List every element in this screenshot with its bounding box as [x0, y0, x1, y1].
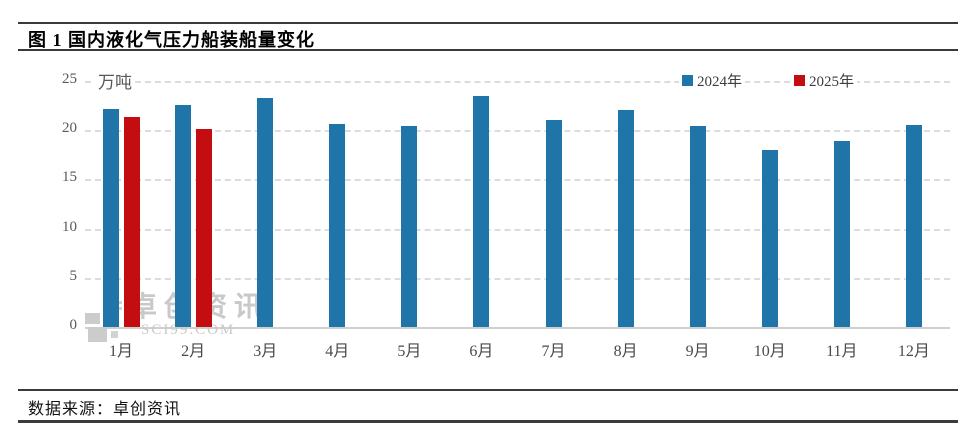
y-tick-label-0: 0 [69, 317, 78, 333]
legend: 2024年 2025年 [679, 70, 858, 91]
bar-group-6月 [445, 81, 517, 327]
x-tick-label-4月: 4月 [325, 343, 350, 360]
bar-2024年-1月 [102, 108, 119, 327]
gridline-10 [85, 228, 950, 231]
bar-2024年-8月 [617, 109, 634, 327]
bar-group-7月 [517, 81, 589, 327]
bar-2024年-12月 [905, 125, 922, 327]
x-tick-label-1月: 1月 [109, 343, 134, 360]
y-tick-label-20: 20 [62, 120, 77, 137]
legend-label: 2024年 [697, 74, 743, 90]
bar-group-4月 [301, 81, 373, 327]
bar-group-11月 [806, 81, 878, 327]
top-rule [18, 22, 958, 24]
gridline-0 [85, 327, 950, 329]
y-tick-label-25: 25 [62, 71, 77, 87]
bar-group-2月 [157, 81, 229, 327]
x-tick-label-2月: 2月 [181, 343, 206, 360]
data-source: 数据来源：卓创资讯 [28, 401, 182, 418]
y-tick-label-15: 15 [62, 169, 77, 186]
watermark-brand: 卓创资讯 [129, 293, 269, 323]
bar-2024年-10月 [761, 149, 778, 327]
bar-group-5月 [373, 81, 445, 327]
bar-2025年-2月 [195, 129, 212, 327]
y-axis-unit-label: 万吨 [95, 68, 135, 93]
bar-2024年-5月 [401, 126, 418, 327]
chart-title: 图 1 国内液化气压力船装船量变化 [28, 30, 315, 50]
x-axis-labels: 1月 2月 3月 4月 5月 6月 7月 8月 9月 10月 11月 12月 [85, 337, 950, 361]
bar-2024年-7月 [545, 120, 562, 327]
legend-label: 2025年 [809, 74, 855, 90]
bars-row [85, 81, 950, 327]
gridline-5 [85, 277, 950, 280]
x-tick-label-5月: 5月 [397, 343, 422, 360]
bar-2024年-11月 [833, 141, 850, 327]
bar-group-8月 [590, 81, 662, 327]
x-tick-label-8月: 8月 [613, 343, 638, 360]
footer-bottom-rule [18, 420, 958, 423]
bar-group-9月 [662, 81, 734, 327]
x-tick-label-12月: 12月 [897, 343, 930, 360]
footer-top-rule [18, 389, 958, 391]
x-tick-label-9月: 9月 [685, 343, 710, 360]
legend-item-2024年: 2024年 [679, 70, 746, 91]
y-tick-label-5: 5 [69, 267, 78, 284]
gridline-15 [85, 179, 950, 182]
bar-2024年-6月 [473, 95, 490, 327]
y-tick-label-10: 10 [62, 218, 77, 235]
bar-2024年-2月 [174, 104, 191, 327]
x-tick-label-11月: 11月 [826, 343, 858, 360]
bar-group-3月 [229, 81, 301, 327]
legend-item-2025年: 2025年 [791, 70, 858, 91]
x-tick-label-6月: 6月 [469, 343, 494, 360]
bar-2025年-1月 [123, 117, 140, 327]
bar-group-10月 [734, 81, 806, 327]
legend-swatch-icon [682, 75, 693, 86]
bar-2024年-4月 [329, 124, 346, 327]
bar-2024年-3月 [257, 97, 274, 327]
x-tick-label-10月: 10月 [753, 343, 786, 360]
gridline-25 [85, 81, 950, 83]
title-rule [18, 49, 958, 51]
x-tick-label-7月: 7月 [541, 343, 566, 360]
bar-group-1月 [85, 81, 157, 327]
bar-2024年-9月 [689, 126, 706, 327]
legend-swatch-icon [794, 75, 806, 86]
gridline-20 [85, 130, 950, 133]
bar-group-12月 [878, 81, 950, 327]
x-tick-label-3月: 3月 [253, 343, 278, 360]
